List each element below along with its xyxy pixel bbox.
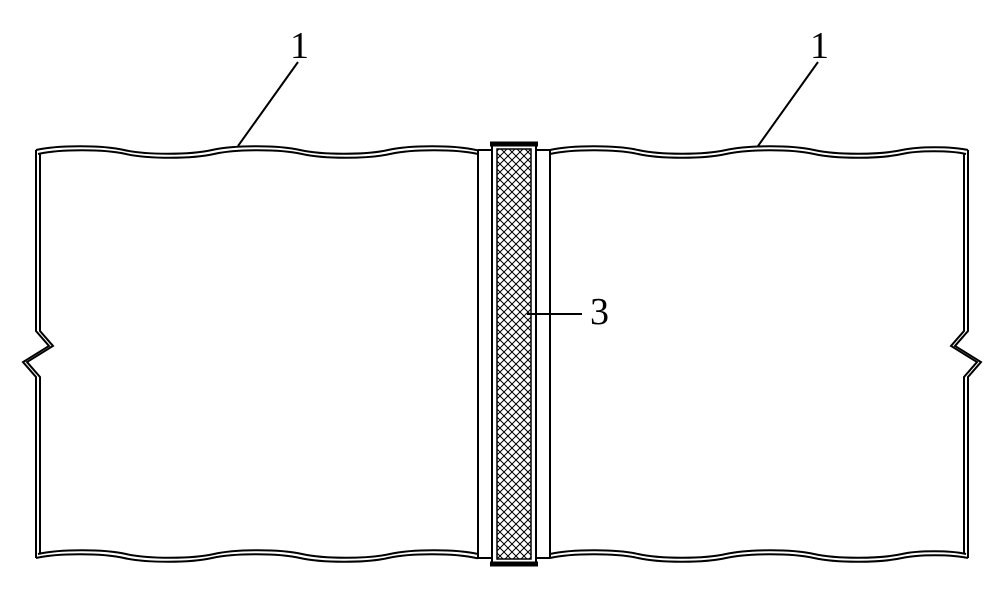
diagram-container: { "canvas": { "width": 1000, "height": 6… [0,0,1000,612]
label-3: 3 [590,290,609,334]
label-1-left: 1 [290,24,309,68]
diagram-svg [0,0,1000,612]
label-1-right: 1 [810,24,829,68]
